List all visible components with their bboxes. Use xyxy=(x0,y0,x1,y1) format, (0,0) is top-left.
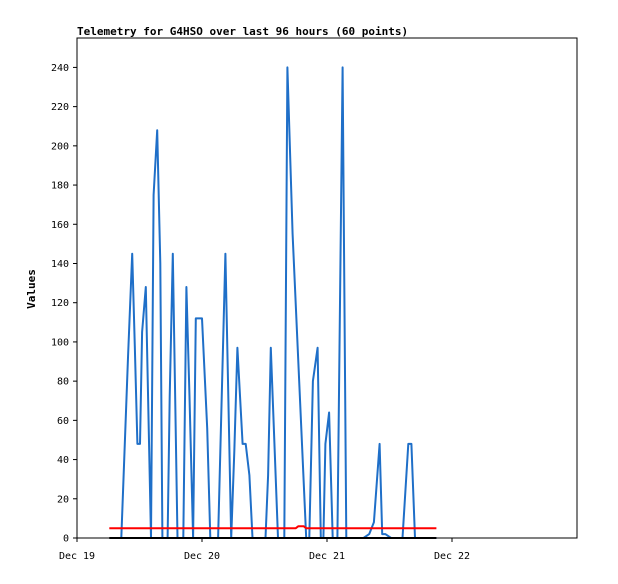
x-tick-label: Dec 22 xyxy=(434,551,470,562)
chart-title: Telemetry for G4HSO over last 96 hours (… xyxy=(77,25,408,38)
y-tick-label: 60 xyxy=(57,416,69,427)
y-tick-label: 240 xyxy=(51,63,69,74)
y-axis: 0 20 40 60 80 100 120 140 160 180 200 220 240 xyxy=(51,63,77,545)
y-tick-label: 220 xyxy=(51,102,69,113)
series-line-1 xyxy=(120,66,437,539)
y-tick-label: 140 xyxy=(51,259,69,270)
y-tick-label: 200 xyxy=(51,141,69,152)
y-tick-label: 120 xyxy=(51,298,69,309)
y-tick-label: 160 xyxy=(51,220,69,231)
y-tick-label: 40 xyxy=(57,455,69,466)
x-tick-label: Dec 19 xyxy=(59,551,95,562)
series-layer xyxy=(109,66,437,539)
y-axis-title: Values xyxy=(25,269,38,309)
y-tick-label: 0 xyxy=(63,534,69,545)
y-tick-label: 20 xyxy=(57,494,69,505)
y-tick-label: 100 xyxy=(51,337,69,348)
x-axis: Dec 19 Dec 20 Dec 21 Dec 22 xyxy=(59,538,470,562)
series-line-2 xyxy=(109,525,437,530)
y-tick-label: 80 xyxy=(57,377,69,388)
x-tick-label: Dec 21 xyxy=(309,551,345,562)
y-tick-label: 180 xyxy=(51,181,69,192)
x-tick-label: Dec 20 xyxy=(184,551,220,562)
